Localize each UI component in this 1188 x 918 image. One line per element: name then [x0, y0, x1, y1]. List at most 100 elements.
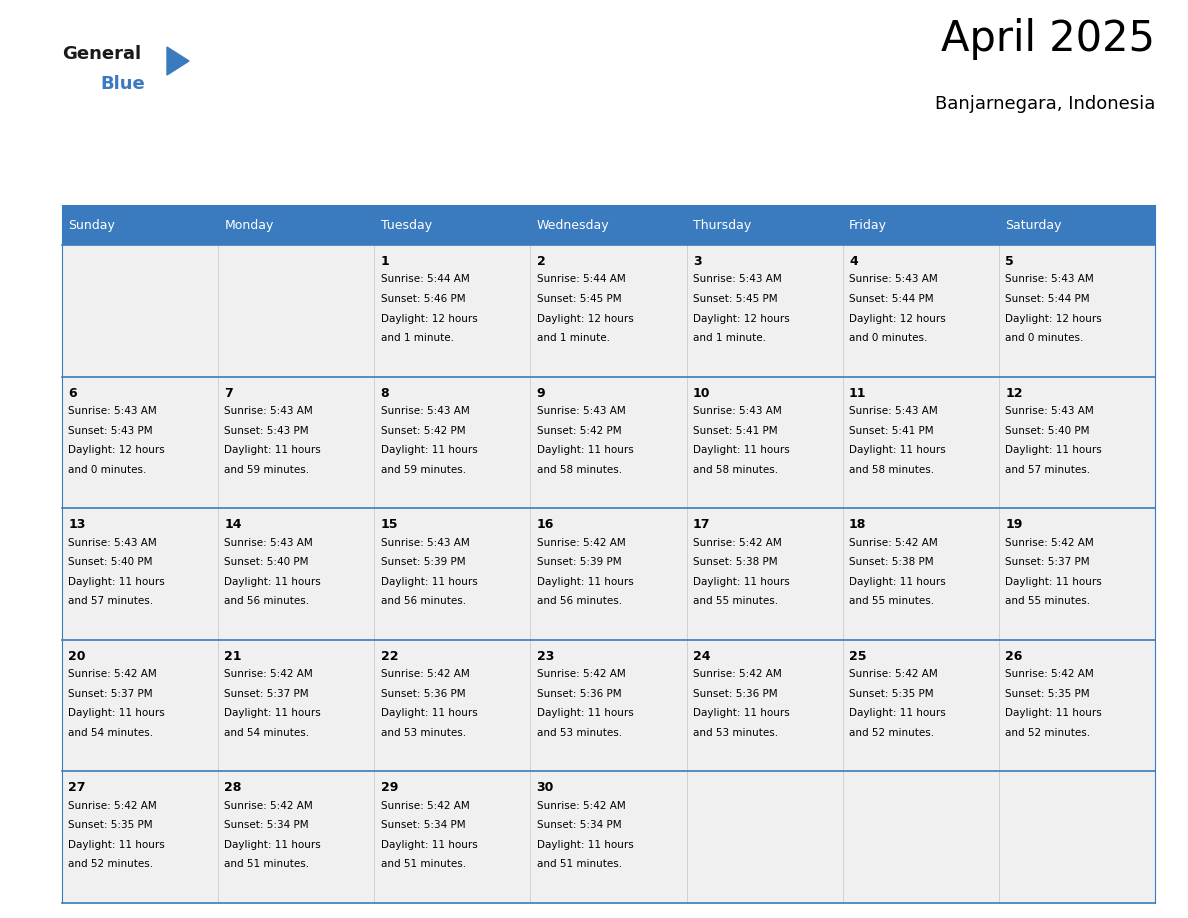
Text: and 0 minutes.: and 0 minutes.: [849, 333, 928, 343]
Text: Sunset: 5:36 PM: Sunset: 5:36 PM: [380, 688, 466, 699]
Text: Daylight: 11 hours: Daylight: 11 hours: [68, 577, 165, 587]
Bar: [219, 509, 374, 640]
Text: Sunset: 5:37 PM: Sunset: 5:37 PM: [68, 688, 153, 699]
Text: Sunset: 5:42 PM: Sunset: 5:42 PM: [380, 426, 466, 436]
Text: and 1 minute.: and 1 minute.: [380, 333, 454, 343]
Bar: [687, 376, 842, 509]
Bar: [842, 771, 999, 903]
Bar: [62, 376, 219, 509]
Text: Sunset: 5:43 PM: Sunset: 5:43 PM: [225, 426, 309, 436]
Text: 15: 15: [380, 518, 398, 532]
Text: Daylight: 11 hours: Daylight: 11 hours: [537, 709, 633, 718]
Text: Sunrise: 5:44 AM: Sunrise: 5:44 AM: [537, 274, 625, 285]
Text: Daylight: 11 hours: Daylight: 11 hours: [693, 577, 790, 587]
Text: Monday: Monday: [225, 218, 273, 231]
Text: Sunset: 5:45 PM: Sunset: 5:45 PM: [537, 294, 621, 304]
Text: Sunrise: 5:43 AM: Sunrise: 5:43 AM: [380, 538, 469, 548]
Text: Daylight: 11 hours: Daylight: 11 hours: [380, 709, 478, 718]
Text: 22: 22: [380, 650, 398, 663]
Bar: [219, 245, 374, 376]
Text: 11: 11: [849, 386, 866, 399]
Text: and 52 minutes.: and 52 minutes.: [1005, 728, 1091, 738]
Bar: [687, 509, 842, 640]
Text: Daylight: 12 hours: Daylight: 12 hours: [537, 314, 633, 323]
Bar: [374, 376, 530, 509]
Bar: [374, 771, 530, 903]
Text: Sunrise: 5:42 AM: Sunrise: 5:42 AM: [68, 800, 157, 811]
Text: Sunrise: 5:43 AM: Sunrise: 5:43 AM: [225, 538, 314, 548]
Bar: [999, 376, 1155, 509]
Text: 16: 16: [537, 518, 554, 532]
Text: and 51 minutes.: and 51 minutes.: [225, 859, 310, 869]
Text: and 53 minutes.: and 53 minutes.: [380, 728, 466, 738]
Text: April 2025: April 2025: [941, 18, 1155, 60]
Text: Sunset: 5:35 PM: Sunset: 5:35 PM: [68, 821, 153, 831]
Text: 24: 24: [693, 650, 710, 663]
Text: Daylight: 11 hours: Daylight: 11 hours: [1005, 577, 1101, 587]
Text: Sunset: 5:36 PM: Sunset: 5:36 PM: [693, 688, 777, 699]
Text: 4: 4: [849, 255, 858, 268]
Text: Sunrise: 5:43 AM: Sunrise: 5:43 AM: [68, 538, 157, 548]
Bar: [530, 376, 687, 509]
Text: and 53 minutes.: and 53 minutes.: [537, 728, 621, 738]
Text: Sunset: 5:43 PM: Sunset: 5:43 PM: [68, 426, 153, 436]
Text: Sunrise: 5:43 AM: Sunrise: 5:43 AM: [693, 406, 782, 416]
Bar: [374, 509, 530, 640]
Text: Wednesday: Wednesday: [537, 218, 609, 231]
Text: and 58 minutes.: and 58 minutes.: [693, 465, 778, 475]
Text: Sunday: Sunday: [68, 218, 115, 231]
Text: Sunrise: 5:43 AM: Sunrise: 5:43 AM: [693, 274, 782, 285]
Bar: [62, 640, 219, 771]
Text: Sunrise: 5:43 AM: Sunrise: 5:43 AM: [849, 406, 937, 416]
Text: Daylight: 11 hours: Daylight: 11 hours: [693, 445, 790, 455]
Text: Daylight: 11 hours: Daylight: 11 hours: [68, 709, 165, 718]
Text: General: General: [62, 45, 141, 63]
Bar: [999, 640, 1155, 771]
Text: and 55 minutes.: and 55 minutes.: [1005, 596, 1091, 606]
Text: 10: 10: [693, 386, 710, 399]
Text: and 57 minutes.: and 57 minutes.: [1005, 465, 1091, 475]
Text: and 59 minutes.: and 59 minutes.: [225, 465, 310, 475]
Text: Daylight: 11 hours: Daylight: 11 hours: [537, 445, 633, 455]
Text: Daylight: 11 hours: Daylight: 11 hours: [225, 709, 321, 718]
Text: Banjarnegara, Indonesia: Banjarnegara, Indonesia: [935, 95, 1155, 113]
Text: Daylight: 11 hours: Daylight: 11 hours: [68, 840, 165, 850]
Bar: [842, 245, 999, 376]
Text: 23: 23: [537, 650, 554, 663]
Text: Sunrise: 5:42 AM: Sunrise: 5:42 AM: [537, 538, 625, 548]
Text: Sunset: 5:40 PM: Sunset: 5:40 PM: [68, 557, 153, 567]
Text: Daylight: 11 hours: Daylight: 11 hours: [693, 709, 790, 718]
Text: 26: 26: [1005, 650, 1023, 663]
Bar: [999, 245, 1155, 376]
Bar: [530, 245, 687, 376]
Text: 7: 7: [225, 386, 233, 399]
Text: Tuesday: Tuesday: [380, 218, 431, 231]
Text: Daylight: 11 hours: Daylight: 11 hours: [537, 840, 633, 850]
Text: Sunrise: 5:43 AM: Sunrise: 5:43 AM: [1005, 406, 1094, 416]
Text: Sunrise: 5:43 AM: Sunrise: 5:43 AM: [1005, 274, 1094, 285]
Text: Sunrise: 5:43 AM: Sunrise: 5:43 AM: [225, 406, 314, 416]
Text: Daylight: 11 hours: Daylight: 11 hours: [380, 840, 478, 850]
Text: Sunset: 5:41 PM: Sunset: 5:41 PM: [849, 426, 934, 436]
Text: Daylight: 11 hours: Daylight: 11 hours: [849, 577, 946, 587]
Text: Sunset: 5:44 PM: Sunset: 5:44 PM: [849, 294, 934, 304]
Text: and 56 minutes.: and 56 minutes.: [380, 596, 466, 606]
Text: Daylight: 11 hours: Daylight: 11 hours: [225, 445, 321, 455]
Text: Daylight: 11 hours: Daylight: 11 hours: [1005, 709, 1101, 718]
Bar: [687, 245, 842, 376]
Text: Sunset: 5:46 PM: Sunset: 5:46 PM: [380, 294, 466, 304]
Text: Sunset: 5:40 PM: Sunset: 5:40 PM: [225, 557, 309, 567]
Text: Sunrise: 5:42 AM: Sunrise: 5:42 AM: [380, 800, 469, 811]
Text: Daylight: 11 hours: Daylight: 11 hours: [849, 445, 946, 455]
Text: Blue: Blue: [100, 75, 145, 93]
Text: Daylight: 12 hours: Daylight: 12 hours: [68, 445, 165, 455]
Text: Sunrise: 5:42 AM: Sunrise: 5:42 AM: [849, 538, 937, 548]
Bar: [374, 245, 530, 376]
Text: Daylight: 12 hours: Daylight: 12 hours: [693, 314, 790, 323]
Text: Sunrise: 5:42 AM: Sunrise: 5:42 AM: [1005, 669, 1094, 679]
Text: Daylight: 11 hours: Daylight: 11 hours: [380, 445, 478, 455]
Text: and 58 minutes.: and 58 minutes.: [537, 465, 621, 475]
Text: and 54 minutes.: and 54 minutes.: [68, 728, 153, 738]
Text: and 52 minutes.: and 52 minutes.: [68, 859, 153, 869]
Text: Sunset: 5:36 PM: Sunset: 5:36 PM: [537, 688, 621, 699]
